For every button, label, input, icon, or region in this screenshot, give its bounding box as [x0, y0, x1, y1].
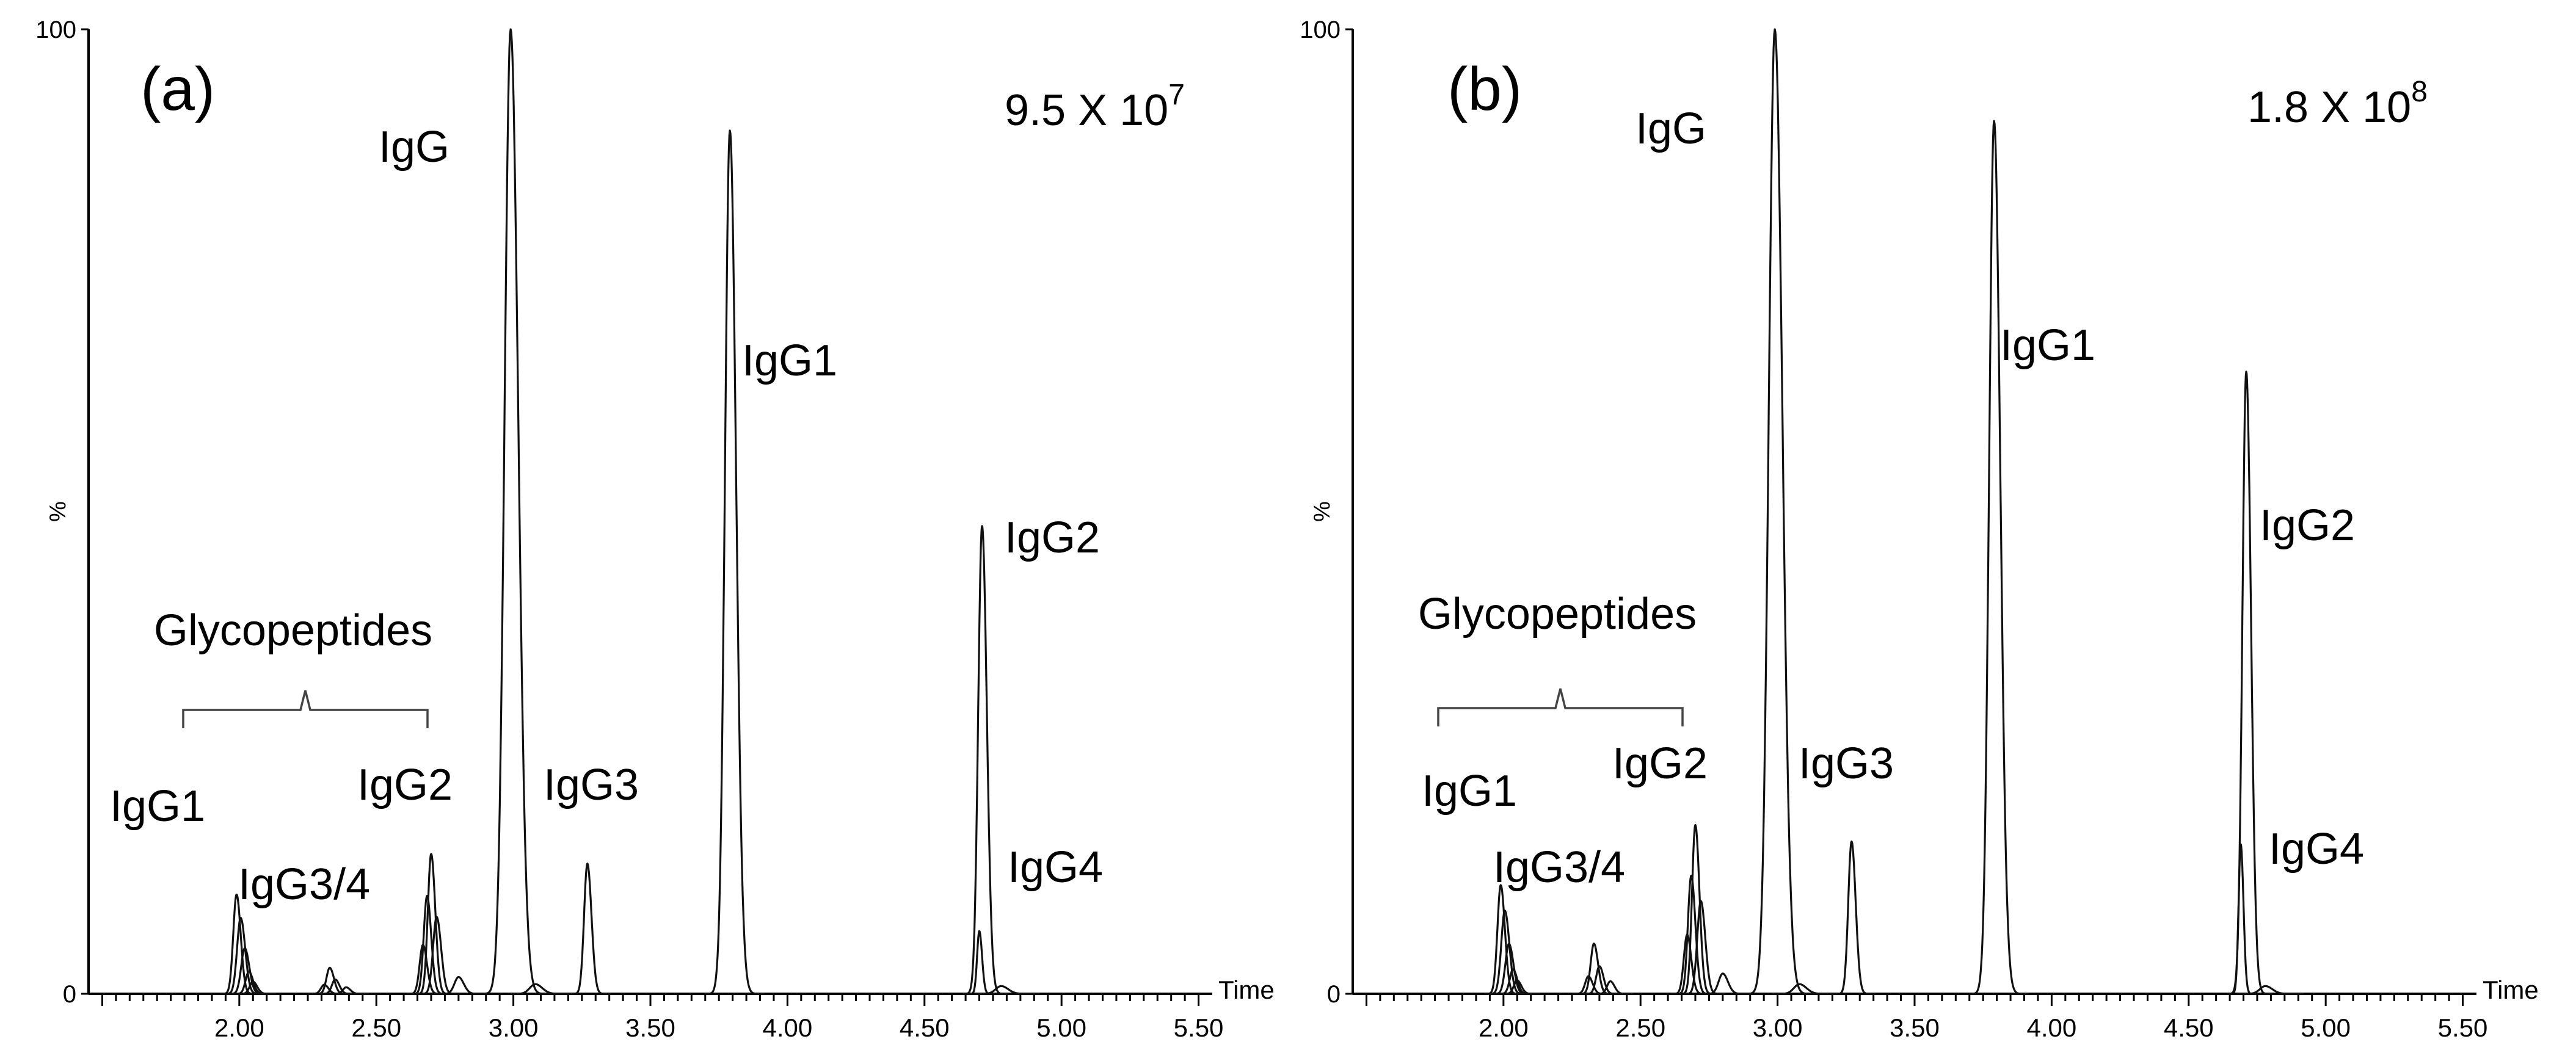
glycopeptide-trace-2-4	[1701, 972, 1752, 995]
y-axis-label: %	[1309, 501, 1335, 522]
peak-label: IgG	[1635, 104, 1706, 153]
intensity-scale: 1.8 X 108	[2247, 76, 2428, 132]
glycopeptide-trace-1-2	[1571, 975, 1612, 995]
x-tick-label: 4.50	[2164, 1013, 2214, 1042]
peak-label: IgG3/4	[238, 860, 370, 909]
glycopeptides-bracket	[1437, 688, 1684, 726]
glycopeptide-trace-1-3	[1593, 980, 1634, 995]
x-tick-label: 2.50	[351, 1013, 401, 1042]
peak-trace-6	[962, 525, 1010, 995]
peak-trace-3	[480, 28, 553, 995]
baseline-bump	[973, 985, 1040, 995]
x-tick-label: 5.00	[2301, 1013, 2351, 1042]
peak-label: IgG4	[1008, 843, 1103, 892]
peak-label: IgG	[379, 123, 449, 172]
peak-trace-6	[2226, 371, 2274, 995]
glycopeptide-trace-2-4	[437, 975, 488, 995]
glycopeptide-trace-0-4	[236, 980, 277, 995]
glycopeptide-trace-1-3	[329, 986, 370, 995]
peak-label: IgG1	[1422, 767, 1517, 816]
glycopeptide-trace-1-1	[1582, 965, 1623, 995]
peak-trace-3	[1744, 28, 1817, 995]
baseline-bump	[507, 983, 574, 995]
glycopeptide-trace-2-3	[1670, 933, 1711, 995]
peak-label: IgG3	[1799, 739, 1894, 788]
peak-label: IgG1	[2000, 321, 2095, 370]
x-tick-label: 5.00	[1036, 1013, 1086, 1042]
y-tick-label: 0	[63, 981, 76, 1008]
x-tick-label: 3.00	[489, 1013, 539, 1042]
peak-label: IgG2	[357, 761, 453, 809]
glycopeptide-trace-2-3	[406, 944, 447, 995]
peak-trace-5	[1969, 120, 2029, 995]
glycopeptide-trace-0-4	[1500, 979, 1541, 995]
intensity-scale-base: 9.5 X 10	[1005, 86, 1168, 135]
x-tick-label: 3.00	[1753, 1013, 1803, 1042]
x-tick-label: 2.00	[214, 1013, 264, 1042]
peak-trace-7	[967, 930, 995, 995]
peak-trace-4	[570, 863, 611, 995]
x-tick-label: 3.50	[625, 1013, 675, 1042]
y-tick-label: 100	[35, 16, 76, 43]
y-axis-label: %	[45, 501, 71, 522]
baseline-bump	[2237, 985, 2304, 995]
glycopeptide-trace-2-2	[418, 916, 462, 995]
x-tick-label: 2.50	[1615, 1013, 1665, 1042]
chart-panel-a: 100 0% 2.00 2.50 3.00 3.50 4.00 4.50 5.00 5.50 Tim…	[35, 16, 1275, 1042]
x-tick-label: 3.50	[1890, 1013, 1940, 1042]
peak-label: IgG1	[742, 336, 837, 385]
x-tick-label: 4.50	[900, 1013, 950, 1042]
x-tick-label: 5.50	[2438, 1013, 2488, 1042]
chart-panel-b: 100 0% 2.00 2.50 3.00 3.50 4.00 4.50 5.00 5.50 Tim…	[1300, 16, 2539, 1042]
baseline-bump	[1771, 983, 1838, 995]
glycopeptide-trace-1-1	[318, 978, 359, 995]
x-tick-label: 2.00	[1479, 1013, 1529, 1042]
peak-label: IgG1	[110, 782, 205, 831]
glycopeptide-trace-2-2	[1682, 900, 1726, 995]
y-tick-label: 0	[1327, 981, 1341, 1008]
x-axis-label: Time	[1218, 975, 1275, 1004]
peak-trace-5	[705, 129, 765, 995]
y-tick-label: 100	[1300, 16, 1341, 43]
bracket-label: Glycopeptides	[1418, 590, 1697, 639]
intensity-scale: 9.5 X 107	[1005, 79, 1185, 135]
glycopeptide-trace-1-2	[307, 983, 348, 995]
x-axis-label: Time	[2483, 975, 2539, 1004]
peak-trace-7	[2229, 843, 2257, 995]
intensity-scale-exponent: 7	[1168, 79, 1185, 111]
peak-label: IgG4	[2269, 825, 2364, 874]
bracket-label: Glycopeptides	[154, 606, 432, 655]
peak-label: IgG2	[1612, 739, 1708, 788]
x-tick-label: 5.50	[1174, 1013, 1224, 1042]
peak-label: IgG2	[1005, 513, 1100, 562]
panel-label: (a)	[140, 55, 215, 123]
glycopeptides-bracket	[182, 690, 429, 728]
panel-label: (b)	[1447, 55, 1522, 123]
intensity-scale-exponent: 8	[2411, 76, 2428, 108]
peak-label: IgG3/4	[1493, 843, 1625, 892]
x-tick-label: 4.00	[2027, 1013, 2077, 1042]
intensity-scale-base: 1.8 X 10	[2247, 83, 2411, 132]
peak-label: IgG3	[544, 761, 639, 809]
peak-label: IgG2	[2260, 501, 2355, 550]
peak-trace-4	[1834, 840, 1876, 995]
x-tick-label: 4.00	[763, 1013, 813, 1042]
